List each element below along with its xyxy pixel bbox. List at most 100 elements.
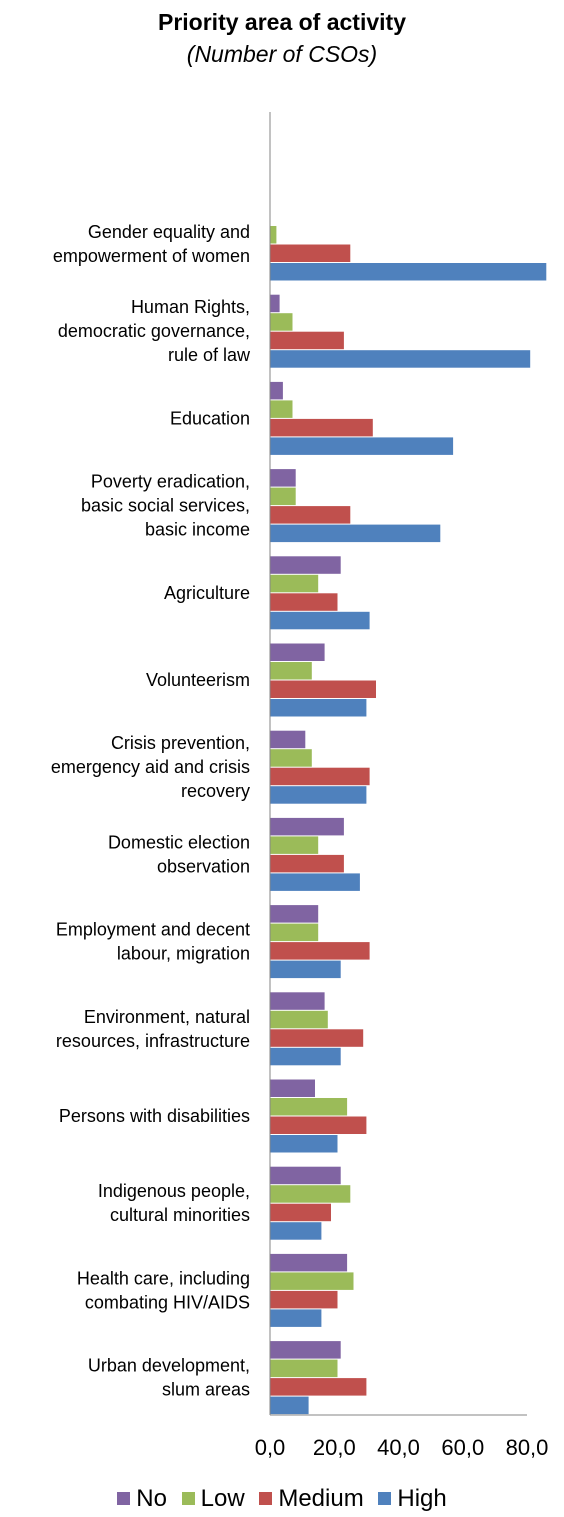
category-label: observation: [157, 856, 250, 876]
category-label: basic social services,: [81, 496, 250, 516]
category-label: Human Rights,: [131, 297, 250, 317]
bar-low-13: [270, 1359, 338, 1378]
x-tick-label: 40,0: [377, 1435, 420, 1460]
bar-high-11: [270, 1222, 322, 1240]
bar-medium-11: [270, 1203, 331, 1222]
bar-high-9: [270, 1047, 341, 1066]
bar-medium-12: [270, 1290, 338, 1309]
category-label: democratic governance,: [58, 321, 250, 341]
legend-swatch-low: [181, 1492, 195, 1505]
bar-low-3: [270, 487, 296, 506]
bar-low-8: [270, 923, 319, 942]
category-label: slum areas: [162, 1380, 250, 1400]
bar-no-4: [270, 556, 341, 574]
bar-medium-4: [270, 593, 338, 611]
bar-no-13: [270, 1341, 341, 1359]
legend-label-high: High: [397, 1485, 447, 1512]
bar-high-3: [270, 524, 441, 543]
bar-high-2: [270, 437, 454, 455]
category-label: Volunteerism: [146, 670, 250, 690]
bar-low-6: [270, 749, 312, 767]
bar-high-0: [270, 263, 547, 281]
bar-medium-3: [270, 506, 351, 524]
category-label: cultural minorities: [110, 1205, 250, 1225]
category-label: Gender equality and: [88, 222, 250, 242]
category-label: Urban development,: [88, 1356, 250, 1376]
bar-high-13: [270, 1396, 309, 1415]
bar-no-12: [270, 1253, 348, 1272]
chart-subtitle: (Number of CSOs): [186, 41, 378, 67]
chart-title: Priority area of activity: [158, 9, 406, 35]
bar-low-5: [270, 662, 312, 680]
x-tick-label: 80,0: [506, 1435, 549, 1460]
bar-high-5: [270, 699, 367, 717]
legend-item-no: No: [117, 1485, 167, 1513]
bar-no-8: [270, 905, 319, 923]
bar-low-11: [270, 1185, 351, 1203]
bar-medium-13: [270, 1378, 367, 1396]
legend-label-medium: Medium: [278, 1485, 364, 1512]
bar-low-7: [270, 836, 319, 854]
category-label: empowerment of women: [53, 246, 250, 266]
bar-no-2: [270, 381, 283, 400]
bar-medium-7: [270, 854, 344, 873]
category-label: Education: [170, 408, 250, 428]
category-label: Environment, natural: [84, 1007, 250, 1027]
legend-item-low: Low: [181, 1485, 245, 1513]
category-label: Poverty eradication,: [91, 472, 250, 492]
bar-no-3: [270, 469, 296, 487]
bar-medium-9: [270, 1029, 364, 1047]
bar-medium-10: [270, 1116, 367, 1134]
category-label: Domestic election: [108, 832, 250, 852]
legend-swatch-medium: [259, 1492, 273, 1505]
bar-medium-1: [270, 331, 344, 350]
x-tick-label: 20,0: [313, 1435, 356, 1460]
bar-high-12: [270, 1309, 322, 1327]
category-label: basic income: [145, 520, 250, 540]
bar-no-1: [270, 294, 280, 313]
bar-no-6: [270, 730, 306, 749]
bar-low-12: [270, 1272, 354, 1290]
legend-item-medium: Medium: [259, 1485, 364, 1513]
legend: No Low Medium High: [0, 1485, 564, 1513]
bar-no-9: [270, 992, 325, 1010]
legend-label-no: No: [136, 1485, 167, 1512]
bar-medium-6: [270, 767, 370, 786]
bar-high-8: [270, 960, 341, 979]
category-label: rule of law: [168, 345, 251, 365]
bar-high-4: [270, 611, 370, 630]
category-label: Employment and decent: [56, 920, 250, 940]
legend-label-low: Low: [200, 1485, 245, 1512]
bar-low-10: [270, 1098, 348, 1116]
legend-item-high: High: [378, 1485, 447, 1513]
x-tick-label: 0,0: [255, 1435, 286, 1460]
bar-medium-0: [270, 244, 351, 262]
category-label: emergency aid and crisis: [51, 757, 250, 777]
bar-medium-8: [270, 942, 370, 960]
category-label: labour, migration: [117, 944, 250, 964]
category-label: Crisis prevention,: [111, 733, 250, 753]
category-label: Health care, including: [77, 1268, 250, 1288]
bar-no-5: [270, 643, 325, 661]
bar-no-7: [270, 817, 344, 836]
legend-swatch-high: [378, 1492, 392, 1505]
bar-no-11: [270, 1166, 341, 1185]
bar-high-7: [270, 873, 360, 891]
bar-high-10: [270, 1135, 338, 1153]
bar-low-0: [270, 226, 277, 244]
bar-low-4: [270, 574, 319, 593]
bar-medium-2: [270, 418, 373, 437]
bar-low-1: [270, 313, 293, 331]
category-label: combating HIV/AIDS: [85, 1292, 250, 1312]
category-label: Indigenous people,: [98, 1181, 250, 1201]
category-label: resources, infrastructure: [56, 1031, 250, 1051]
category-label: Agriculture: [164, 583, 250, 603]
legend-swatch-no: [117, 1492, 131, 1505]
category-label: recovery: [181, 781, 250, 801]
bar-low-2: [270, 400, 293, 418]
bar-low-9: [270, 1010, 328, 1029]
bar-high-6: [270, 786, 367, 804]
bar-no-10: [270, 1079, 315, 1097]
x-tick-label: 60,0: [441, 1435, 484, 1460]
category-label: Persons with disabilities: [59, 1106, 250, 1126]
